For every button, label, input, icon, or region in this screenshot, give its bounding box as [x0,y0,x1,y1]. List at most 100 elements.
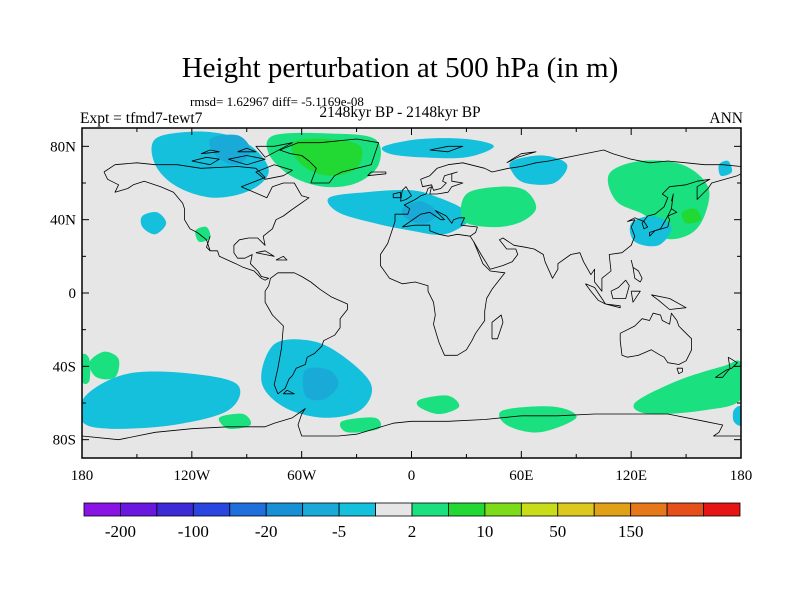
colorbar-swatch [156,502,194,517]
colorbar-swatch [120,502,158,517]
colorbar-swatch [229,502,267,517]
coastline [380,235,506,356]
colorbar-label: -5 [332,522,346,541]
coastline [630,290,641,303]
time-label: 2148kyr BP - 2148kyr BP [319,104,481,121]
colorbar-swatch [83,502,121,517]
colorbar-label: 150 [618,522,644,541]
anomaly-region [291,138,363,176]
coastline [103,162,310,281]
anomaly-region [416,395,460,414]
experiment-label: Expt = tfmd7-tewt7 [80,110,203,127]
coastline [255,142,293,158]
coastline [237,147,257,153]
coastline [380,226,394,255]
coastline [400,186,412,202]
colorbar-label: -200 [105,522,136,541]
colorbar-swatch [703,502,741,517]
y-axis-ticks: 80N 40N 0 40S 80S [50,139,741,449]
colorbar-label: -20 [255,522,278,541]
x-tick-label: 60E [509,468,533,484]
coastline [279,138,379,184]
y-tick-label: 40N [50,213,76,229]
anomaly-region [89,351,120,380]
colorbar-swatch [666,502,704,517]
anomaly-region [681,208,702,224]
anomaly-region [732,405,741,426]
colorbar-label: 2 [408,522,417,541]
coastline [255,164,293,180]
anomaly-region [327,190,471,235]
coastline [82,408,741,441]
coastline [585,283,606,305]
coastline [506,151,537,164]
coastline [473,173,741,292]
coastline [283,389,295,395]
colorbar-swatch [448,502,486,517]
colorbar-swatch [302,502,340,517]
coastline [275,255,288,261]
coastline [610,279,630,299]
anomaly-region [499,406,577,433]
colorbar-swatch [520,502,559,517]
y-tick-label: 40S [53,359,76,375]
coastline [228,155,266,166]
coastline [667,208,678,217]
colorbar-label: 10 [476,522,493,541]
anomaly-region [629,215,672,247]
colorbar-label: 50 [549,522,566,541]
colorbar-swatch [375,502,413,517]
coastline [676,367,683,375]
anomaly-region [82,353,91,384]
coastline [392,149,741,228]
coastline [630,259,643,283]
x-axis-ticks: 180 120W 60W 0 60E 120E 180 [71,128,753,484]
coastline [491,314,504,340]
colorbar-swatch [265,502,304,517]
anomaly-region [339,417,382,433]
coastlines [82,138,741,441]
coastline [649,215,670,237]
colorbar-swatch [484,502,522,517]
anomaly-region [140,211,167,235]
plot-title: Height perturbation at 500 hPa (in m) [181,52,619,84]
colorbar-swatch [192,502,231,517]
coastline [264,272,348,395]
anomaly-region [633,360,741,415]
x-tick-label: 180 [71,468,94,484]
coastline [255,250,275,257]
x-tick-label: 180 [730,468,753,484]
coastline [619,312,692,365]
x-tick-label: 120E [615,468,647,484]
season-label: ANN [709,110,743,127]
y-tick-label: 0 [69,286,77,302]
y-tick-label: 80N [50,139,76,155]
x-tick-label: 0 [408,468,416,484]
anomaly-region [82,371,241,429]
coastline [605,303,621,309]
anomaly-region [302,367,339,401]
anomaly-region [460,186,537,228]
coastline [191,156,220,166]
colorbar-label: -100 [178,522,209,541]
colorbar-swatch [630,502,668,517]
coastline [206,236,211,252]
colorbar: -200 -100 -20 -5 2 10 50 150 [83,502,741,541]
coastline [402,210,478,237]
anomaly-region [209,134,251,165]
coastline [367,171,387,177]
stats-text: rmsd= 1.62967 diff= -5.1169e-08 [190,94,364,109]
anomaly-region [401,201,438,224]
coastline [429,145,464,153]
coastline [651,294,687,310]
coastline [671,193,674,209]
x-tick-label: 60W [287,468,317,484]
anomaly-region [509,155,568,185]
colorbar-swatch [593,502,632,517]
colorbar-swatch [338,502,376,517]
coastline [200,149,220,155]
y-tick-label: 80S [53,433,76,449]
coastline [392,191,401,199]
anomaly-region [195,226,211,243]
